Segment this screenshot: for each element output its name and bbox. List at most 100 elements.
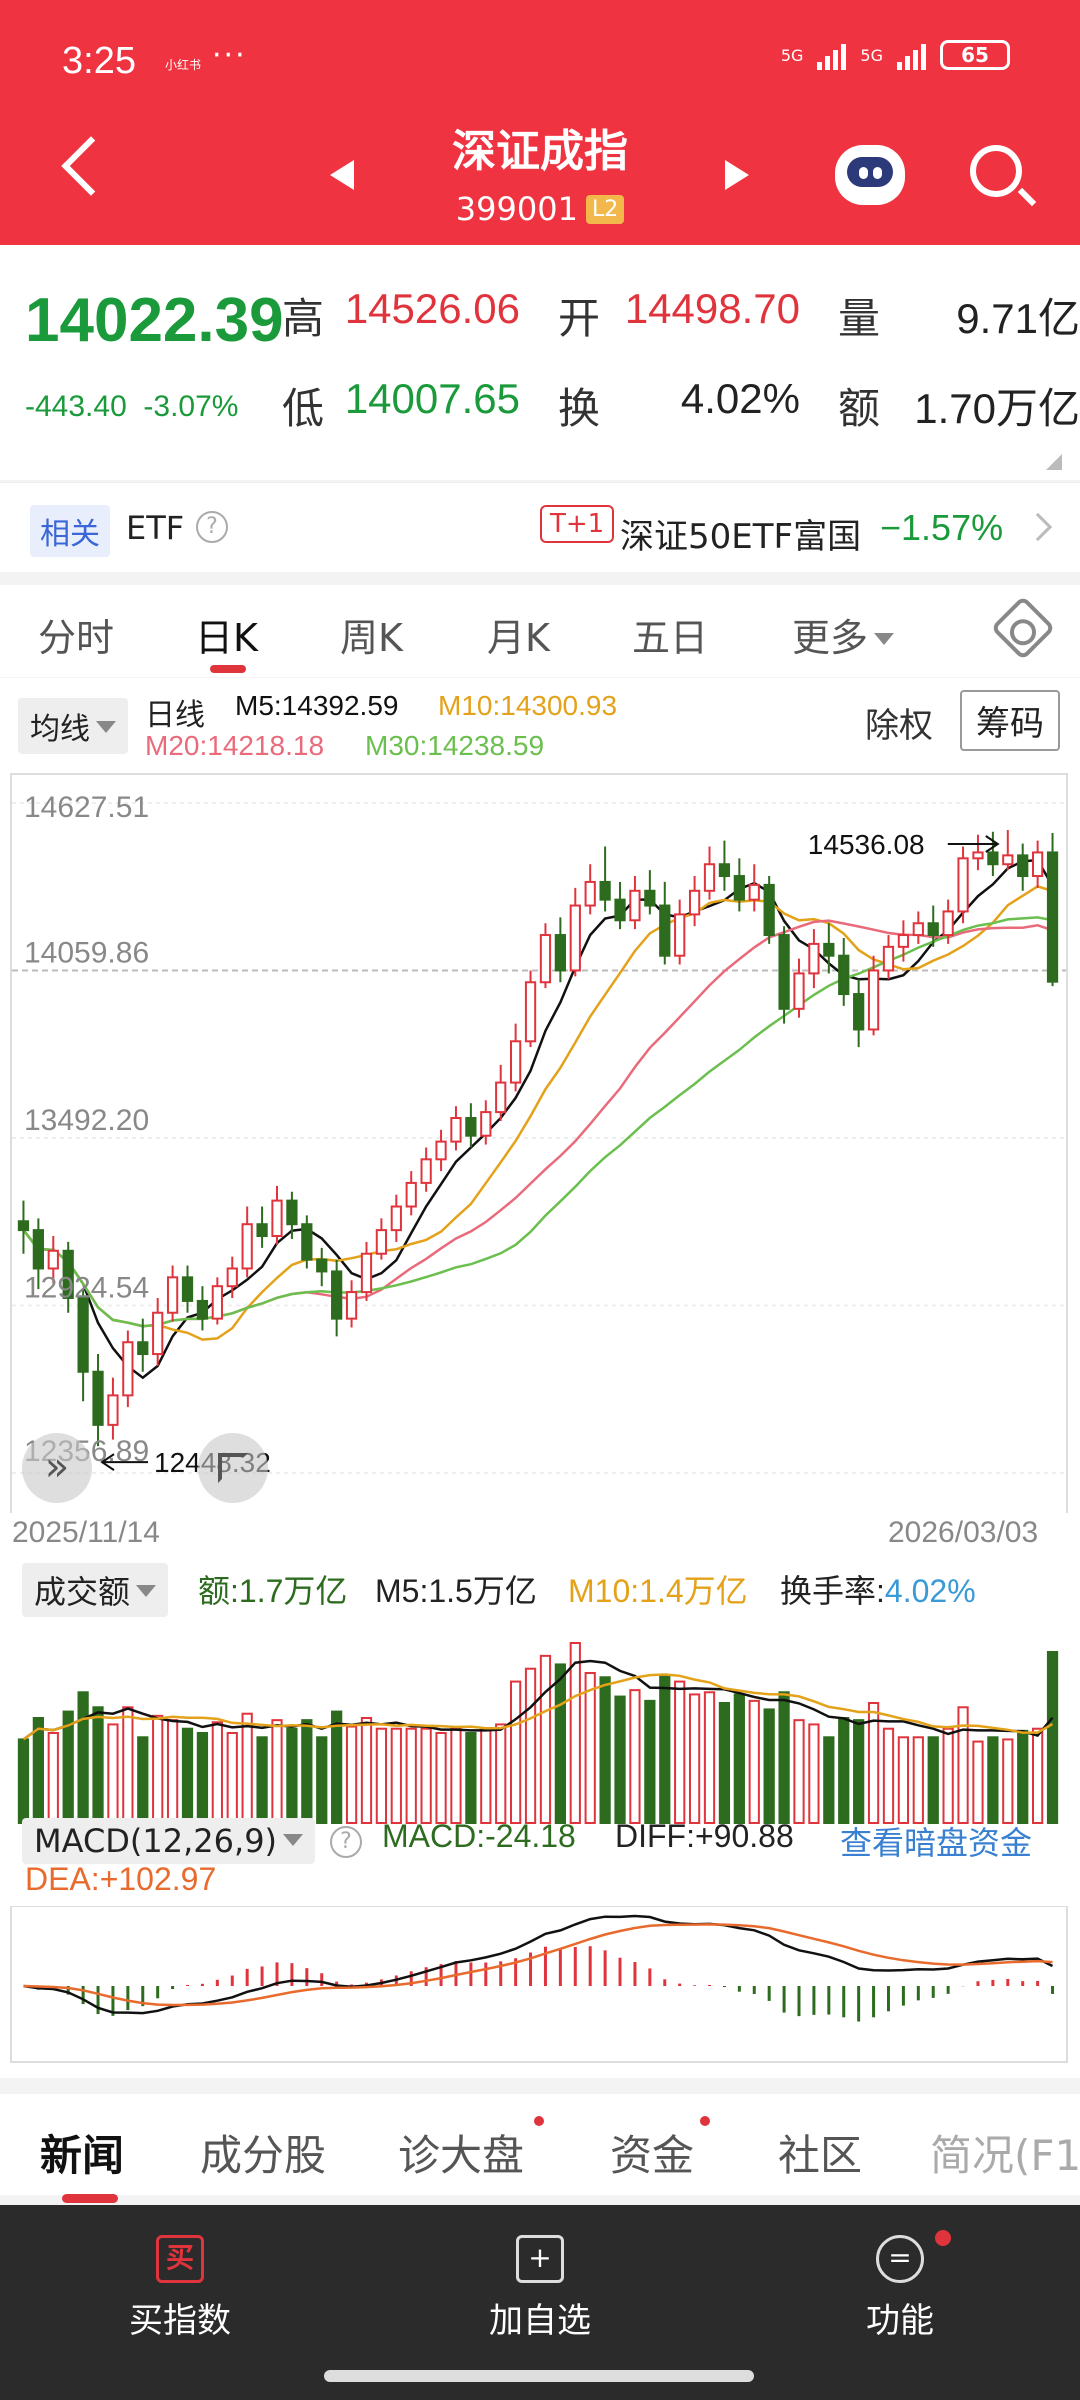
candle — [867, 955, 880, 1036]
diff-value: DIFF:+90.88 — [615, 1818, 794, 1854]
change-pct: -3.07% — [143, 390, 239, 423]
network-label-1: 5G — [780, 45, 804, 65]
buy-index-label: 买指数 — [129, 2301, 231, 2341]
y-axis-label: 12924.54 — [24, 1272, 149, 1305]
etf-label: ETF — [126, 509, 185, 547]
macd-selector[interactable]: MACD(12,26,9) — [22, 1818, 316, 1864]
kline-chart[interactable]: 14627.5114059.8613492.2012924.5412356.89… — [10, 773, 1080, 1513]
candle — [465, 1103, 477, 1148]
volume-bar — [137, 1736, 149, 1824]
tab-intraday[interactable]: 分时 — [38, 616, 115, 660]
candle — [778, 926, 790, 1024]
volume-chart[interactable] — [10, 1618, 1080, 1828]
chart-frame — [10, 773, 1068, 1513]
candle — [480, 1100, 492, 1145]
high-mark-arrow — [947, 835, 1000, 853]
candle — [1032, 840, 1044, 888]
high-value: 14526.06 — [344, 285, 520, 332]
candle — [62, 1241, 74, 1313]
candle — [972, 834, 984, 871]
ex-rights-toggle[interactable]: 除权 — [865, 706, 933, 746]
candle — [331, 1259, 343, 1337]
volume-bar — [957, 1706, 969, 1824]
volume-selector[interactable]: 成交额 — [22, 1563, 169, 1617]
volume-bar — [674, 1680, 686, 1825]
volume-bar — [912, 1736, 924, 1824]
volume-bar — [927, 1736, 939, 1824]
tab-daily-k[interactable]: 日K — [195, 616, 258, 660]
turnover-label: 换 — [558, 384, 601, 433]
candle — [47, 1236, 59, 1284]
macd-help-icon[interactable]: ? — [330, 1826, 362, 1858]
fullscreen-button[interactable] — [198, 1433, 268, 1503]
tab-constituents[interactable]: 成分股 — [200, 2131, 327, 2180]
active-tab-indicator — [210, 665, 246, 673]
tab-monthly-k[interactable]: 月K — [487, 616, 550, 660]
tab-weekly-k[interactable]: 周K — [340, 616, 403, 660]
tab-diagnosis[interactable]: 诊大盘 — [398, 2131, 525, 2180]
buy-index-button[interactable]: 买买指数 — [80, 2235, 280, 2342]
volume-bar — [942, 1727, 954, 1824]
tab-funds[interactable]: 资金 — [610, 2131, 695, 2180]
assistant-robot-icon[interactable] — [835, 145, 905, 205]
volume-bar — [47, 1732, 59, 1824]
candle — [211, 1277, 223, 1325]
red-dot-badge — [935, 2230, 951, 2246]
candle — [853, 979, 865, 1048]
volume-bar — [420, 1727, 432, 1824]
volume-bar — [823, 1736, 835, 1824]
fullscreen-icon — [218, 1453, 248, 1483]
candle — [420, 1147, 432, 1192]
help-icon[interactable]: ? — [196, 511, 228, 543]
volume-bar — [718, 1702, 731, 1824]
next-index-icon[interactable] — [725, 160, 749, 190]
tab-more[interactable]: 更多 — [792, 607, 895, 662]
expand-corner-icon[interactable] — [1046, 454, 1062, 470]
low-mark-arrow — [100, 1453, 149, 1471]
tab-profile[interactable]: 简况(F1 — [930, 2131, 1080, 2180]
candle — [271, 1185, 283, 1245]
signal-icon — [897, 40, 926, 70]
dark-pool-link[interactable]: 查看暗盘资金 — [840, 1825, 1033, 1861]
volume-bar — [510, 1680, 522, 1825]
volume-bar — [793, 1719, 805, 1824]
chart-panel: 均线 日线 M5:14392.59 M10:14300.93 M20:14218… — [0, 678, 1080, 2078]
buy-icon: 买 — [156, 2235, 204, 2283]
macd-chart[interactable] — [10, 1906, 1080, 2066]
add-watchlist-button[interactable]: + 加自选 — [440, 2235, 640, 2342]
volume-bar — [763, 1708, 775, 1824]
volume-bar — [480, 1727, 492, 1824]
related-tag: 相关 — [30, 505, 110, 557]
candle — [912, 911, 924, 944]
tab-community[interactable]: 社区 — [778, 2131, 863, 2180]
amount-value: 1.70万亿 — [914, 385, 1080, 432]
chip-distribution-button[interactable]: 筹码 — [960, 690, 1060, 751]
volume-bar — [211, 1721, 223, 1824]
volume-bar — [733, 1693, 745, 1824]
diff-line — [23, 1914, 1054, 2015]
candle — [92, 1354, 104, 1447]
volume-bar — [495, 1723, 507, 1824]
tab-five-day[interactable]: 五日 — [632, 616, 709, 660]
candle — [510, 1023, 522, 1092]
y-axis-label: 14059.86 — [24, 936, 149, 969]
tab-news[interactable]: 新闻 — [40, 2131, 125, 2180]
expand-left-button[interactable]: » — [22, 1433, 92, 1503]
related-etf-row[interactable]: 相关 ETF ? T+1 深证50ETF富国 −1.57% — [0, 482, 1080, 572]
change-value: -443.40 — [25, 390, 127, 423]
volume-bar — [599, 1676, 611, 1824]
high-mark-label: 14536.08 — [808, 829, 925, 860]
volume-bar — [331, 1710, 343, 1824]
candle — [32, 1218, 44, 1290]
volume-bar — [808, 1723, 820, 1824]
volume-bar — [524, 1667, 537, 1825]
candle — [733, 858, 745, 912]
menu-icon: = — [876, 2235, 924, 2283]
candle — [688, 876, 701, 927]
ma-selector[interactable]: 均线 — [18, 698, 128, 754]
search-icon[interactable] — [970, 145, 1022, 197]
volume-bar — [166, 1719, 179, 1824]
prev-index-icon[interactable] — [330, 160, 354, 190]
dropdown-icon — [96, 721, 116, 733]
functions-button[interactable]: = 功能 — [800, 2235, 1000, 2342]
